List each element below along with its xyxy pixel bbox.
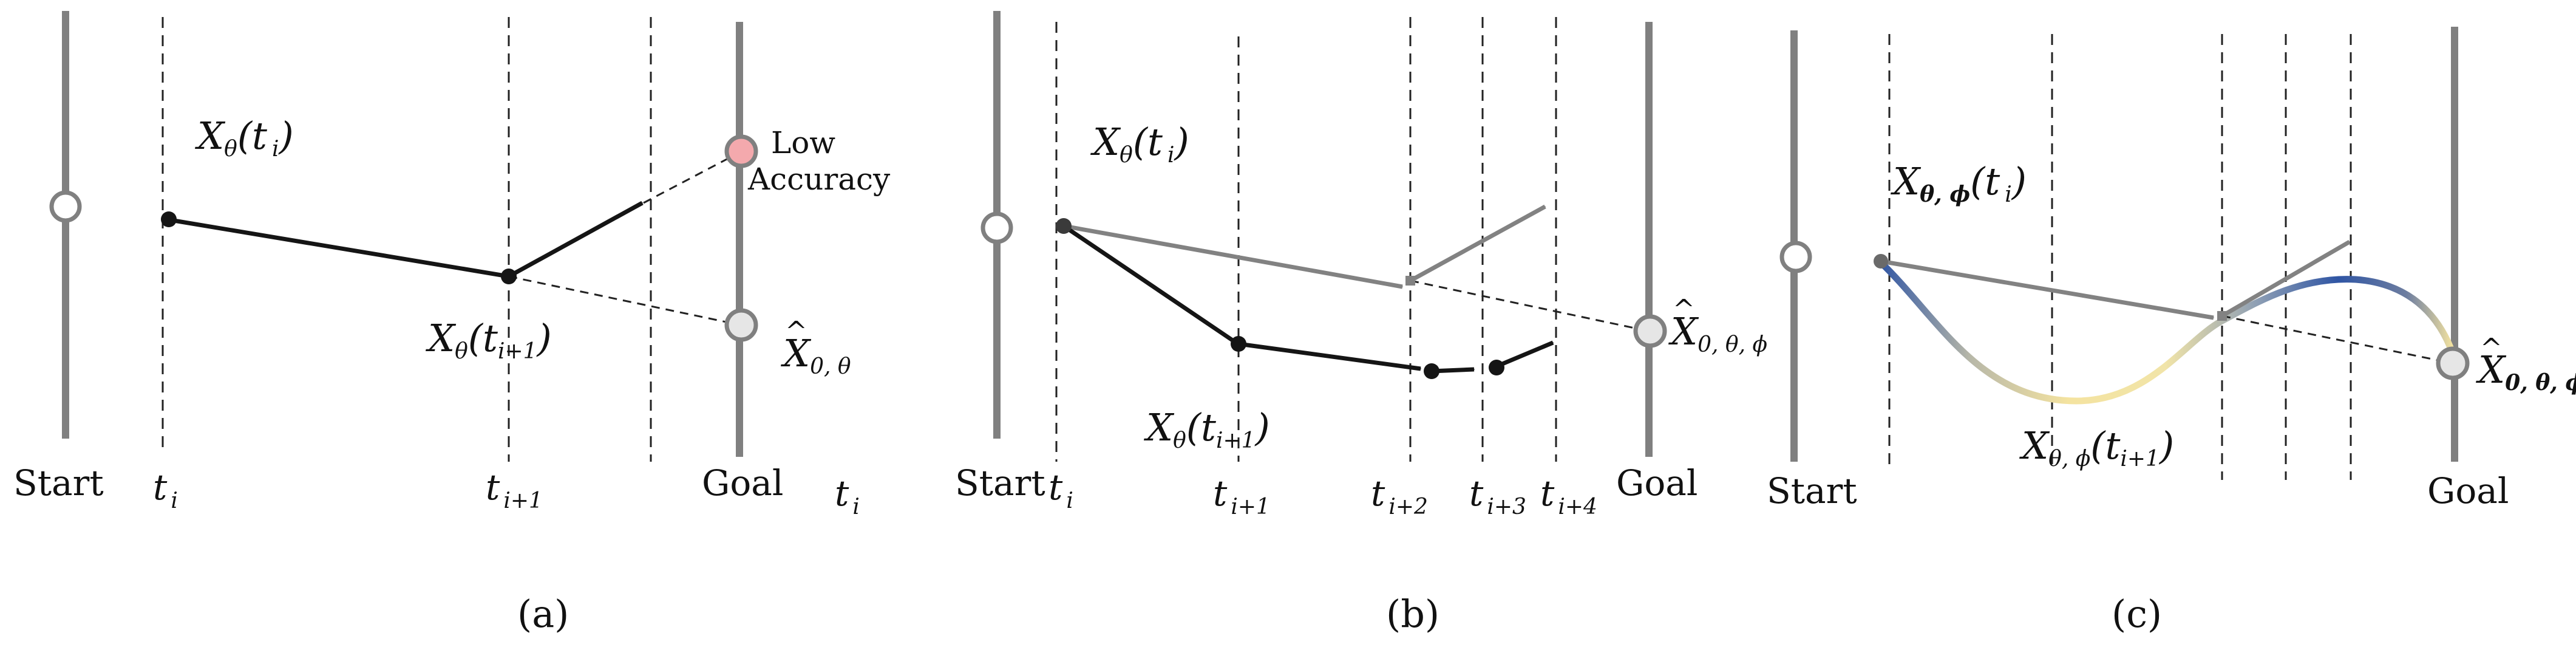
extrapolation-low-accuracy (643, 151, 741, 204)
low-accuracy-node (724, 134, 758, 168)
trajectory-arrow (169, 217, 502, 278)
xhat-hat: ^ (785, 316, 807, 347)
panel-c: Xθ, ϕ(ti) Xθ, ϕ(ti+1) X0, θ, ϕ ^ Start G… (1767, 27, 2576, 636)
xhat-label: X0, θ (781, 331, 851, 379)
gray-velocity-arrow (2221, 239, 2351, 318)
goal-label: Goal (2427, 470, 2509, 512)
x-ti1-label: Xθ(ti+1) (1144, 405, 1270, 453)
learned-curve (1877, 259, 2456, 405)
x-ti1-label: Xθ, ϕ(ti+1) (2019, 423, 2174, 471)
goal-node (2436, 346, 2470, 380)
start-label: Start (1767, 470, 1857, 512)
extrapolation-goal (508, 275, 741, 326)
point-ti3 (1489, 360, 1504, 375)
tick-ti4: t i+4 (1540, 473, 1597, 519)
point-ti (1874, 254, 1888, 269)
point-ti (1056, 218, 1072, 234)
panel-a: Xθ(t i) Xθ(ti+1) Low Accuracy X0, θ ^ Sta… (13, 11, 891, 636)
point-ti2 (1424, 363, 1439, 379)
xhat-hat: ^ (1673, 294, 1695, 325)
gray-velocity-arrow (1409, 204, 1546, 283)
xhat-label: X0, θ, ϕ (2476, 347, 2576, 395)
xhat-label: X0, θ, ϕ (1668, 309, 1767, 357)
x-ti-label: Xθ(t i) (1090, 120, 1189, 168)
goal-node (724, 308, 758, 342)
x-ti1-label: Xθ(ti+1) (426, 316, 552, 364)
start-label: Start (13, 462, 104, 504)
start-label: Start (955, 462, 1045, 504)
step-arrow-1 (1062, 224, 1234, 342)
start-node (49, 190, 82, 223)
low-accuracy-label-line2: Accuracy (747, 162, 891, 197)
start-node (980, 211, 1013, 244)
gray-jump-marker (1405, 276, 1415, 286)
step-arrow-2 (1238, 341, 1422, 371)
extrapolation-goal (2221, 315, 2450, 364)
velocity-arrow (508, 200, 644, 279)
point-ti1 (1231, 336, 1246, 352)
point-ti (161, 211, 177, 227)
gray-jump-marker (2217, 311, 2227, 321)
x-ti-label: Xθ, ϕ(t i) (1891, 159, 2027, 207)
goal-label: Goal (702, 462, 783, 504)
tick-ti2: t i+2 (1371, 473, 1428, 519)
tick-ti1: t i+1 (486, 467, 543, 513)
low-accuracy-label-line1: Low (771, 125, 835, 160)
xhat-hat: ^ (2480, 333, 2503, 364)
goal-node (1633, 314, 1667, 348)
x-ti-label: Xθ(t i) (195, 114, 294, 162)
caption-a: (a) (517, 592, 569, 636)
gray-jump-arrow (1063, 224, 1404, 289)
tick-ti1: t i+1 (1213, 473, 1270, 519)
caption-b: (b) (1386, 592, 1439, 636)
tick-ti3: t i+3 (1469, 473, 1526, 519)
gray-jump-arrow (1880, 259, 2215, 320)
extrapolation-goal (1410, 279, 1650, 332)
start-node (1779, 241, 1812, 273)
goal-label: Goal (1616, 462, 1698, 504)
point-ti1 (501, 269, 517, 284)
caption-c: (c) (2112, 592, 2162, 636)
step-arrow-4 (1495, 340, 1554, 369)
